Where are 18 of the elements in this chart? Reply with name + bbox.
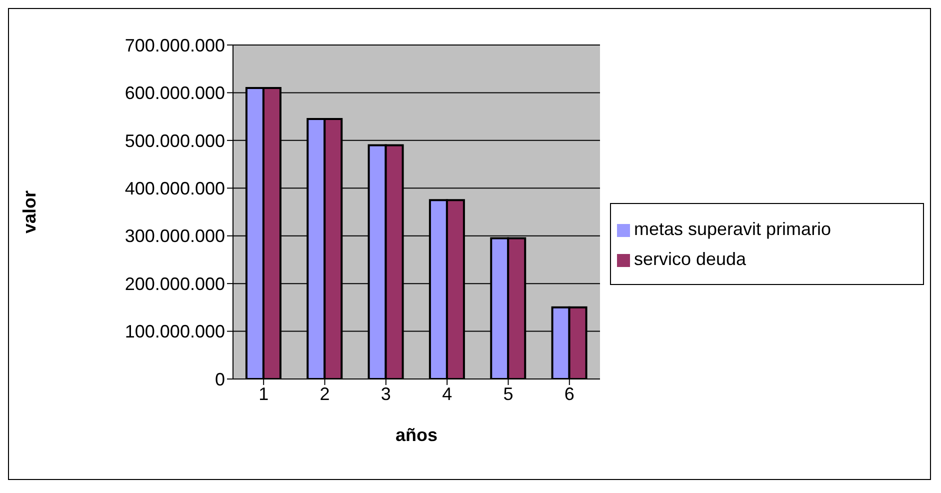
y-tick-label: 700.000.000 xyxy=(124,35,225,56)
y-tick-label: 0 xyxy=(214,369,225,390)
x-tick-label: 1 xyxy=(258,384,269,404)
x-tick-label: 5 xyxy=(503,384,514,404)
x-axis-title: años xyxy=(395,425,438,445)
x-tick-label: 2 xyxy=(320,384,330,404)
y-tick-label: 400.000.000 xyxy=(124,178,225,199)
y-axis-title: valor xyxy=(19,190,40,234)
legend-label: metas superavit primario xyxy=(634,219,832,239)
legend-label: servico deuda xyxy=(634,249,746,269)
y-tick-label: 200.000.000 xyxy=(124,274,225,294)
x-tick-label: 3 xyxy=(380,384,391,404)
y-tick-label: 600.000.000 xyxy=(124,83,225,104)
y-tick-label: 100.000.000 xyxy=(124,322,225,342)
y-tick-label: 300.000.000 xyxy=(124,226,225,246)
y-tick-label: 500.000.000 xyxy=(124,130,225,151)
x-tick-label: 6 xyxy=(564,384,574,404)
x-tick-label: 4 xyxy=(442,384,452,404)
